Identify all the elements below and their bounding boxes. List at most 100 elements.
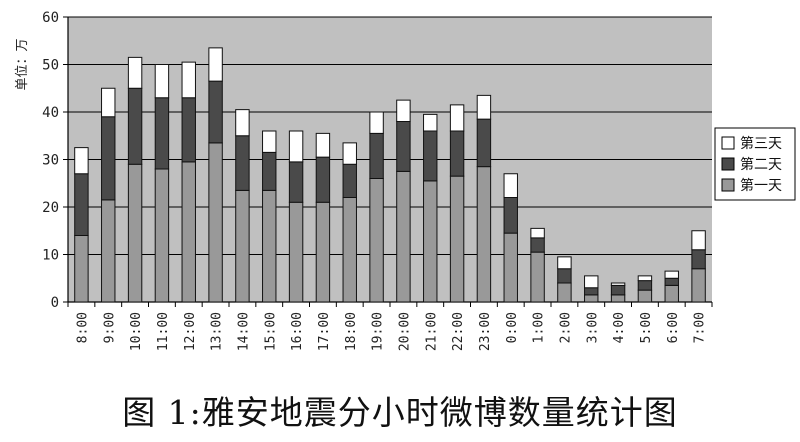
legend-swatch [721, 178, 735, 192]
legend-label: 第三天 [740, 135, 782, 152]
bar-segment-2 [610, 284, 626, 296]
bar-segment-3 [584, 275, 599, 289]
bar-segment-1 [342, 197, 357, 303]
bar-segment-2 [584, 287, 599, 296]
bar-segment-2 [235, 135, 250, 191]
bar-segment-3 [154, 64, 170, 99]
bar-segment-3 [396, 99, 411, 122]
chart-area: 0 10 20 30 40 50 60 单位：万 8:00 9:00 10:00 11:00 12:00… [15, 10, 796, 351]
y-tick-label: 20 [42, 200, 59, 216]
bar-segment-1 [610, 294, 626, 303]
x-tick-label: 4:00 [612, 312, 627, 343]
bar-segment-3 [101, 87, 116, 118]
bar-segment-2 [476, 118, 492, 168]
bar-segment-3 [235, 109, 250, 137]
bar-segment-3 [503, 173, 518, 198]
bar-segment-2 [369, 132, 384, 179]
bar-segment-2 [154, 97, 170, 170]
legend-swatch [721, 157, 735, 171]
x-tick-label: 22:00 [451, 312, 466, 351]
x-tick-label: 13:00 [210, 312, 225, 351]
x-tick-label: 21:00 [424, 312, 439, 351]
x-tick-label: 1:00 [532, 312, 547, 343]
x-tick-label: 14:00 [236, 312, 251, 351]
bar-segment-1 [503, 232, 518, 303]
bar-segment-3 [127, 56, 143, 89]
bar-segment-2 [101, 116, 116, 201]
bar-segment-2 [691, 249, 706, 270]
bar-segment-2 [503, 197, 518, 234]
bar-segment-2 [315, 156, 331, 203]
x-tick-label: 20:00 [397, 312, 412, 351]
bar-segment-1 [396, 170, 411, 303]
bar-segment-3 [262, 130, 277, 153]
y-tick-label: 0 [51, 295, 59, 311]
bar-segment-1 [664, 284, 679, 303]
x-tick-label: 15:00 [263, 312, 278, 351]
legend-label: 第一天 [740, 177, 782, 194]
x-tick-label: 0:00 [505, 312, 520, 343]
x-tick-label: 8:00 [75, 312, 90, 343]
stacked-bar-chart: 0 10 20 30 40 50 60 单位：万 8:00 9:00 10:00 11:00 12:00… [15, 10, 796, 351]
figure-caption: 图 1:雅安地震分小时微博数量统计图 [122, 393, 678, 432]
bar-segment-2 [262, 151, 277, 191]
bar-segment-1 [315, 201, 331, 303]
bar-segment-3 [288, 130, 304, 163]
bar-segment-2 [127, 87, 143, 165]
bar-segment-1 [101, 199, 116, 303]
bar-segment-2 [557, 268, 572, 284]
bar-segment-1 [262, 189, 277, 303]
x-tick-label: 16:00 [290, 312, 305, 351]
x-tick-label: 9:00 [102, 312, 117, 343]
x-tick-label: 7:00 [693, 312, 708, 343]
legend-swatch [721, 136, 735, 150]
bar-segment-3 [423, 113, 438, 132]
bar-segment-3 [342, 142, 357, 165]
y-tick-label: 30 [42, 153, 59, 169]
bar-segment-2 [288, 161, 304, 203]
bar-segment-3 [315, 132, 331, 158]
bar-segment-1 [637, 289, 653, 303]
bar-segment-3 [181, 61, 196, 99]
bar-segment-3 [530, 227, 545, 239]
bar-segment-2 [449, 130, 465, 177]
x-tick-label: 5:00 [639, 312, 654, 343]
bar-segment-3 [664, 270, 679, 279]
y-axis-label: 单位：万 [15, 38, 30, 90]
x-tick-label: 11:00 [156, 312, 171, 351]
y-tick-label: 40 [42, 105, 59, 121]
x-tick-label: 12:00 [183, 312, 198, 351]
x-tick-label: 17:00 [317, 312, 332, 351]
x-tick-label: 19:00 [371, 312, 386, 351]
bar-segment-2 [664, 277, 679, 286]
y-tick-label: 60 [42, 10, 59, 26]
bar-segment-1 [288, 201, 304, 303]
bar-segment-3 [610, 282, 626, 286]
bar-segment-2 [342, 163, 357, 198]
bar-segment-3 [637, 275, 653, 282]
x-tick-label: 3:00 [585, 312, 600, 343]
bar-segment-2 [181, 97, 196, 163]
x-tick-label: 18:00 [344, 312, 359, 351]
x-tick-label: 10:00 [129, 312, 144, 351]
bar-segment-2 [396, 121, 411, 172]
legend-label: 第二天 [740, 156, 782, 173]
y-tick-label: 50 [42, 58, 59, 74]
bar-segment-1 [181, 161, 196, 303]
bar-segment-1 [127, 163, 143, 303]
bar-segment-2 [208, 80, 223, 144]
bar-segment-1 [557, 282, 572, 303]
bar-segment-3 [208, 47, 223, 82]
bar-segment-3 [476, 94, 492, 120]
x-tick-label: 2:00 [558, 312, 573, 343]
bar-segment-2 [423, 130, 438, 182]
bar-segment-1 [369, 178, 384, 303]
bar-segment-1 [584, 294, 599, 303]
bar-segment-1 [476, 166, 492, 303]
x-tick-label: 23:00 [478, 312, 493, 351]
bar-segment-1 [208, 142, 223, 303]
bar-segment-1 [423, 180, 438, 303]
bar-segment-3 [369, 111, 384, 134]
bar-segment-3 [449, 104, 465, 132]
bar-segment-3 [74, 147, 89, 175]
